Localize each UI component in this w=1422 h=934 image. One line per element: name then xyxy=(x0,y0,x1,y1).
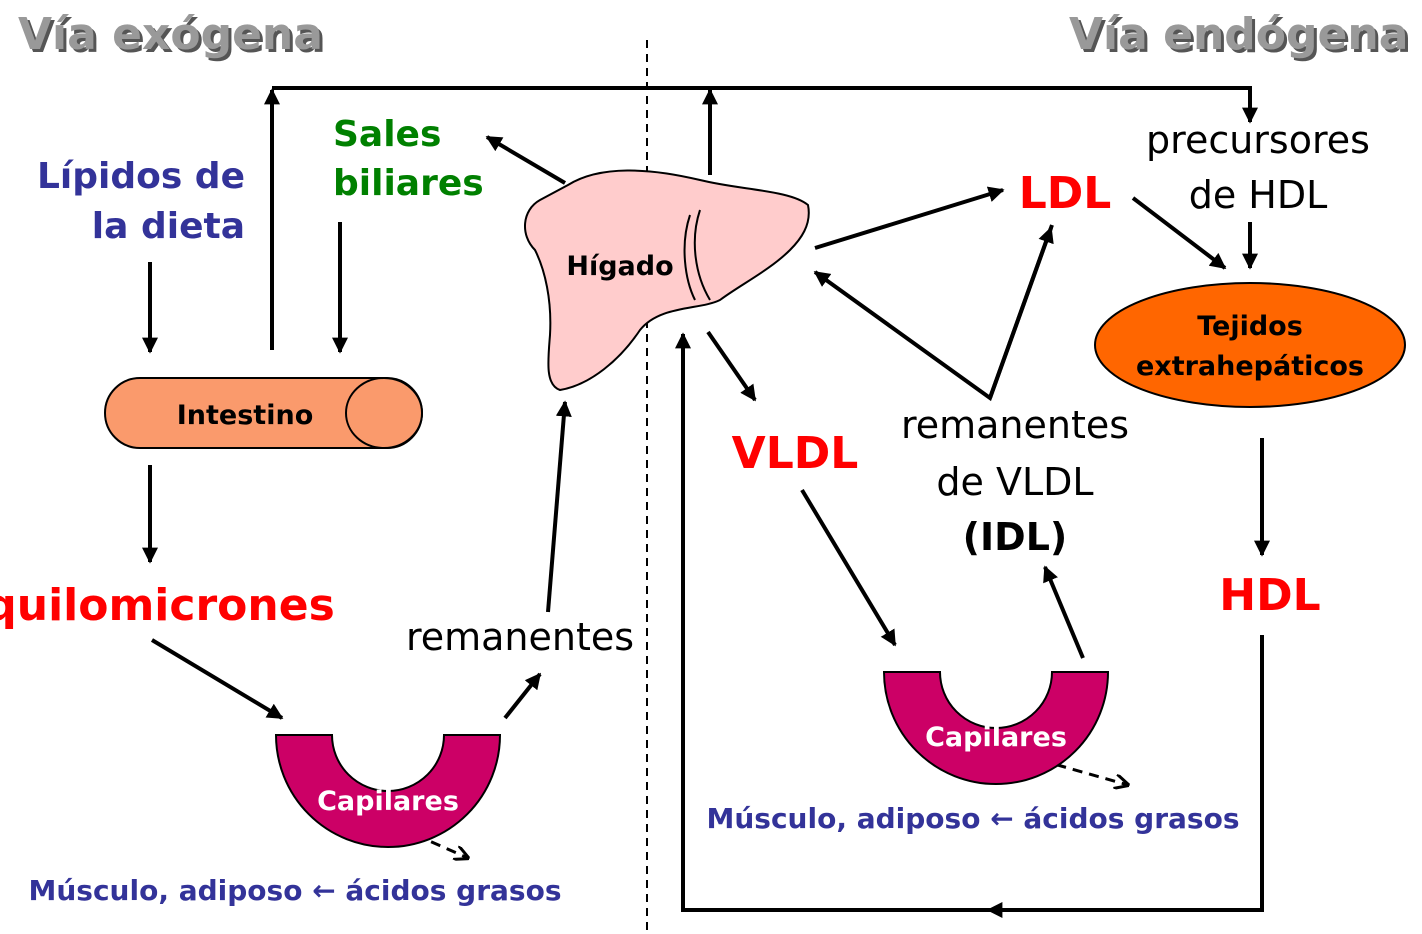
label: (IDL) xyxy=(963,515,1068,559)
capillaries xyxy=(882,671,1110,785)
label: remanentes xyxy=(406,615,634,659)
label: de HDL xyxy=(1189,173,1328,217)
label: la dieta xyxy=(92,206,245,247)
note: Músculo, adiposo ← ácidos grasos xyxy=(707,802,1240,835)
label: Sales xyxy=(333,114,441,155)
liver-lobe xyxy=(683,209,711,301)
liver xyxy=(523,169,810,392)
arrows xyxy=(142,86,1270,918)
capillaries-label: Capilares xyxy=(317,786,459,817)
capillaries-label: Capilares xyxy=(925,722,1067,753)
label: biliares xyxy=(333,163,484,204)
header-shadow: Vía exógena xyxy=(21,12,326,63)
tissues-label: extrahepáticos xyxy=(1136,351,1364,382)
note: Músculo, adiposo ← ácidos grasos xyxy=(29,874,562,907)
label: de VLDL xyxy=(936,460,1093,504)
liver-label: Hígado xyxy=(566,251,673,282)
label: precursores xyxy=(1146,118,1370,162)
tissues xyxy=(1094,282,1406,408)
header-shadow: Vía endógena xyxy=(1072,12,1411,63)
tissues-label: Tejidos xyxy=(1197,311,1303,342)
label: HDL xyxy=(1219,570,1320,621)
intestine-label: Intestino xyxy=(177,400,314,431)
capillaries xyxy=(274,734,502,848)
label: LDL xyxy=(1019,168,1112,219)
label: quilomicrones xyxy=(0,580,335,631)
header-left: Vía exógena xyxy=(18,9,323,60)
label: VLDL xyxy=(732,428,859,479)
intestine-end xyxy=(345,377,423,449)
label: Lípidos de xyxy=(37,156,245,197)
header-right: Vía endógena xyxy=(1069,9,1408,60)
label: remanentes xyxy=(901,403,1129,447)
